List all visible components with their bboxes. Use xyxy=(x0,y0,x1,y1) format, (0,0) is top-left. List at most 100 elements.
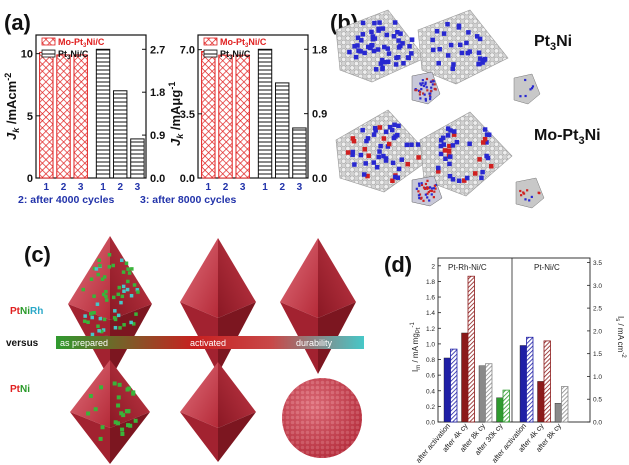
atom-dot xyxy=(377,20,382,25)
atom-dot xyxy=(395,55,401,60)
atom-dot xyxy=(120,294,125,299)
atom-dot xyxy=(409,37,415,42)
left-tick-label: 0.6 xyxy=(426,373,435,380)
stage-durability: durability xyxy=(296,338,333,348)
atom-dot xyxy=(88,393,93,398)
atom-dot xyxy=(420,183,424,187)
panel-c-label: (c) xyxy=(24,242,51,267)
atom-dot xyxy=(436,169,441,174)
atom-dot xyxy=(371,160,377,165)
atom-dot xyxy=(119,258,124,263)
atom-dot xyxy=(121,284,126,289)
atom-dot xyxy=(369,43,374,48)
atom-dot xyxy=(372,20,377,26)
bar-mo-pt3ni xyxy=(201,51,216,179)
atom-dot xyxy=(132,283,137,287)
atom-dot xyxy=(126,279,130,284)
atom-dot xyxy=(364,138,369,144)
atom-dot xyxy=(358,49,363,54)
atom-dot xyxy=(428,199,431,202)
bar-specific-activity xyxy=(526,336,534,423)
atom-dot xyxy=(119,300,123,305)
atom-dot xyxy=(380,57,385,63)
caption-8000-cycles: 3: after 8000 cycles xyxy=(140,194,236,206)
atom-dot xyxy=(401,60,406,66)
atom-dot xyxy=(395,175,401,180)
chart-d-bars xyxy=(443,275,569,423)
atom-dot xyxy=(440,135,446,141)
right-tick-label: 2.5 xyxy=(593,306,602,313)
bar-specific-activity xyxy=(502,389,510,423)
left-tick-label: 0.8 xyxy=(426,357,435,364)
legend-label-mo-pt3ni: Mo-Pt3Ni/C xyxy=(220,37,267,49)
process-gradient-bar xyxy=(56,336,364,349)
atom-dot xyxy=(88,312,93,316)
atom-dot xyxy=(360,20,366,26)
atom-dot xyxy=(474,34,480,39)
atom-dot xyxy=(418,184,421,187)
atom-dot xyxy=(445,21,450,27)
atom-dot xyxy=(126,386,131,391)
atom-dot xyxy=(462,178,467,183)
x-tick-label: 3 xyxy=(240,182,246,193)
atom-dot xyxy=(86,411,91,416)
atom-dot xyxy=(417,194,421,197)
atom-dot xyxy=(477,61,482,67)
atom-dot xyxy=(378,61,384,66)
atom-dot xyxy=(122,323,126,327)
atom-dot xyxy=(99,329,104,334)
right-tick-label: 1.0 xyxy=(593,374,602,381)
atom-dot xyxy=(107,252,112,257)
label-mo-pt3ni: Mo-Pt3Ni xyxy=(534,127,601,147)
left-tick-label: 0.0 xyxy=(426,420,435,427)
chart-a-right-ylabel: Jk /mAμg-1 xyxy=(167,82,185,146)
stage-as-prepared: as prepared xyxy=(60,338,108,348)
atom-dot xyxy=(445,126,451,131)
left-tick-label: 1.4 xyxy=(426,310,435,317)
atom-dot xyxy=(404,142,410,148)
atom-dot xyxy=(120,431,125,436)
atom-dot xyxy=(409,51,414,56)
atom-dot xyxy=(115,421,120,426)
atom-dot xyxy=(90,315,94,320)
atom-dot xyxy=(524,94,527,98)
atom-dot xyxy=(386,141,392,147)
atom-dot xyxy=(129,293,134,298)
nanocluster-pt3ni-slice-1 xyxy=(335,9,426,83)
panel-d-label: (d) xyxy=(384,252,412,277)
right-tick-label: 3.5 xyxy=(593,260,602,267)
x-tick-label: 2 xyxy=(223,182,229,193)
sphere-ptni-durability xyxy=(282,378,362,458)
atom-dot xyxy=(104,298,109,302)
atom-dot xyxy=(420,182,423,185)
atom-dot xyxy=(378,143,383,149)
atom-dot xyxy=(98,263,102,268)
atom-dot xyxy=(360,127,365,133)
left-tick-label: 1.2 xyxy=(426,326,435,333)
x-tick-label: 3 xyxy=(78,182,84,193)
atom-dot xyxy=(405,161,411,167)
nanocluster-mo-pt3ni-small-1 xyxy=(411,175,443,207)
atom-dot xyxy=(467,141,472,147)
atom-dot xyxy=(92,294,96,298)
atom-dot xyxy=(426,179,429,182)
atom-dot xyxy=(466,30,471,35)
atom-dot xyxy=(419,82,422,85)
atom-dot xyxy=(448,154,453,159)
atom-dot xyxy=(128,423,133,428)
left-tick-label: 0.2 xyxy=(426,404,435,411)
atom-dot xyxy=(97,258,101,262)
octahedron-ptni-activated xyxy=(180,362,256,462)
atom-dot xyxy=(352,44,357,49)
bar-pt3ni xyxy=(257,48,273,179)
atom-dot xyxy=(424,99,427,102)
atom-dot xyxy=(82,319,87,323)
atom-dot xyxy=(427,190,430,194)
left-tick-label: 10 xyxy=(21,49,33,61)
atom-dot xyxy=(382,44,387,50)
atom-dot xyxy=(365,173,370,179)
atom-dot xyxy=(415,187,418,190)
bar-mo-pt3ni xyxy=(235,54,250,179)
